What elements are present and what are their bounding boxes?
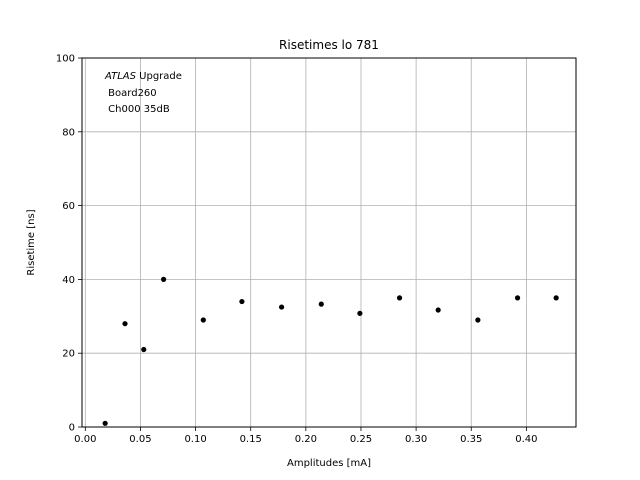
annotation-upgrade: Upgrade — [136, 71, 182, 82]
data-point — [514, 295, 521, 301]
x-tick-label: 0.10 — [184, 434, 206, 445]
y-tick-label: 60 — [62, 201, 75, 212]
y-axis-label: Risetime [ns] — [26, 209, 37, 275]
y-tick-label: 20 — [62, 349, 75, 360]
x-tick-label: 0.30 — [405, 434, 427, 445]
annotation-line-3: Ch000 35dB — [105, 104, 170, 115]
x-tick-label: 0.00 — [74, 434, 96, 445]
data-point — [200, 317, 206, 323]
data-point — [239, 298, 245, 305]
data-point — [475, 317, 481, 323]
y-tick-label: 100 — [56, 54, 75, 65]
x-tick-label: 0.35 — [460, 434, 482, 445]
data-point — [357, 310, 363, 316]
y-tick-label: 80 — [62, 127, 75, 138]
annotation-line-1: ATLAS Upgrade — [104, 71, 182, 82]
annotation-line-2: Board260 — [105, 88, 157, 99]
data-point — [435, 307, 441, 313]
axis-ticks: 0.00 0.05 0.10 0.15 0.20 0.25 0.30 0.35 0.40 0 20 4… — [56, 54, 538, 446]
data-point — [318, 301, 324, 307]
x-tick-label: 0.40 — [515, 434, 537, 445]
x-tick-label: 0.25 — [350, 434, 372, 445]
plot-frame — [81, 57, 577, 428]
chart-title: Risetimes lo 781 — [279, 38, 379, 52]
x-tick-label: 0.20 — [295, 434, 317, 445]
x-axis-label: Amplitudes [mA] — [287, 458, 371, 469]
data-point — [278, 304, 285, 310]
data-points — [102, 276, 559, 426]
data-point — [141, 346, 147, 353]
data-point — [102, 420, 108, 426]
data-point — [553, 295, 559, 301]
data-point — [160, 276, 167, 282]
x-tick-label: 0.15 — [240, 434, 262, 445]
x-tick-label: 0.05 — [129, 434, 151, 445]
y-tick-label: 0 — [69, 423, 75, 434]
annotation-atlas: ATLAS — [104, 71, 137, 82]
data-point — [396, 295, 403, 301]
data-point — [122, 321, 128, 327]
y-tick-label: 40 — [62, 275, 75, 286]
